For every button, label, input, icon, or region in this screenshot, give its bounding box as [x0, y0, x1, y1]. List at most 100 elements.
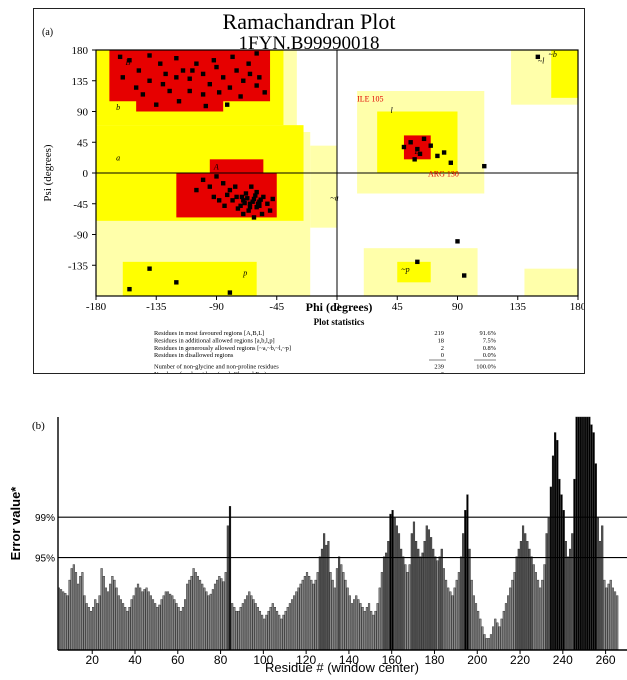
residue-point — [247, 204, 253, 210]
stats-percent: 7.5% — [483, 337, 497, 344]
residue-point — [225, 192, 230, 198]
ramachandran-axes: -180 -135 -90 -45 0 45 90 135 180 180 135 90 45 0 -45 -… — [68, 45, 587, 313]
residue-point — [254, 51, 259, 56]
error-bar — [547, 517, 550, 651]
error-bar — [483, 634, 486, 651]
error-bar — [474, 603, 478, 651]
residue-point — [227, 187, 233, 193]
error-bar — [288, 603, 291, 651]
error-bar — [246, 595, 249, 651]
panel-a-label: (a) — [42, 27, 53, 38]
error-bar — [504, 603, 508, 651]
region-label: p — [242, 269, 247, 278]
error-bar — [169, 593, 172, 651]
stats-count: 18 — [438, 337, 444, 344]
error-bar — [571, 533, 574, 651]
error-bar — [115, 587, 118, 651]
error-bar — [489, 634, 493, 651]
error-bar — [96, 603, 99, 651]
residue-point — [412, 157, 417, 162]
error-bars — [57, 416, 619, 651]
stats-count: 2 — [441, 345, 444, 352]
stats-percent: 100.0% — [476, 364, 496, 371]
error-bar — [605, 587, 608, 651]
error-bar — [222, 581, 225, 651]
region-label: B — [125, 58, 130, 67]
error-bar — [278, 614, 281, 651]
error-bar — [331, 579, 334, 651]
residue-annotation: ILE 105 — [357, 94, 383, 103]
error-bar — [175, 603, 178, 651]
residue-point — [254, 83, 259, 88]
stats-label: Residues in additional allowed regions [… — [154, 337, 275, 344]
error-bar — [323, 533, 326, 651]
residue-point — [241, 78, 246, 83]
phi-tick-label: -135 — [146, 301, 167, 313]
error-bar — [549, 486, 552, 651]
error-bar — [447, 587, 450, 651]
error-bar — [352, 599, 356, 651]
residue-tick-label: 260 — [596, 653, 616, 667]
error-bar — [308, 576, 311, 651]
residue-points — [117, 51, 541, 295]
error-bar — [143, 589, 146, 651]
residue-point — [187, 76, 192, 81]
region-label: ~l — [538, 57, 545, 66]
error-bar — [534, 572, 537, 651]
error-bar — [256, 607, 259, 651]
error-bar — [109, 583, 112, 651]
error-bar — [284, 610, 287, 651]
error-bar — [261, 614, 264, 651]
error-bar — [586, 416, 589, 651]
residue-tick-label: 60 — [171, 653, 185, 667]
error-bar — [177, 607, 180, 651]
error-bar — [556, 440, 559, 651]
error-bar — [427, 529, 431, 651]
residue-point — [234, 68, 239, 73]
residue-point — [200, 71, 206, 77]
residue-point — [214, 174, 219, 179]
error-bar — [417, 548, 420, 651]
phi-tick-label: 135 — [510, 301, 527, 313]
error-bar — [329, 572, 332, 651]
residue-point — [227, 85, 233, 90]
error-bar — [500, 618, 503, 651]
error-bar — [472, 595, 475, 651]
ramachandran-svg: (a) Ramachandran Plot 1FYN.B99990018 -18… — [42, 9, 587, 378]
error-bar — [258, 610, 262, 651]
error-bar — [609, 579, 612, 651]
stats-label: Number of non-glycine and non-proline re… — [154, 364, 279, 371]
error-bar — [372, 614, 375, 651]
error-bar — [380, 572, 383, 651]
error-value-svg: (b) Error value* 99% 95% 20 40 60 80 100 120 140… — [8, 416, 627, 675]
error-bar — [592, 432, 595, 651]
residue-point — [227, 290, 233, 295]
residue-point — [222, 203, 227, 208]
error-bar — [74, 572, 78, 651]
error-bar — [194, 572, 197, 651]
error-bar — [280, 618, 283, 651]
threshold-label: 99% — [35, 513, 55, 524]
residue-point — [216, 198, 222, 203]
error-bar — [305, 572, 309, 651]
residue-point — [435, 153, 440, 159]
error-bar — [239, 607, 242, 651]
stats-percent: 0.0% — [483, 352, 497, 359]
error-bar — [209, 593, 212, 651]
error-bar — [338, 556, 341, 651]
error-bar — [151, 599, 155, 651]
error-axes: 99% 95% 20 40 60 80 100 120 140 160 180 200 220 240 26… — [35, 417, 627, 667]
error-bar — [532, 564, 535, 651]
residue-point — [262, 90, 267, 95]
residue-point — [428, 143, 433, 148]
error-bar — [275, 610, 279, 651]
generous-region — [524, 268, 578, 296]
error-bar — [111, 576, 114, 651]
error-bar — [273, 607, 277, 651]
error-bar — [573, 478, 576, 651]
residue-point — [120, 75, 125, 80]
region-label: ~b — [549, 50, 557, 59]
error-bar — [325, 544, 328, 651]
error-bar — [132, 595, 135, 651]
error-bar — [303, 576, 306, 651]
